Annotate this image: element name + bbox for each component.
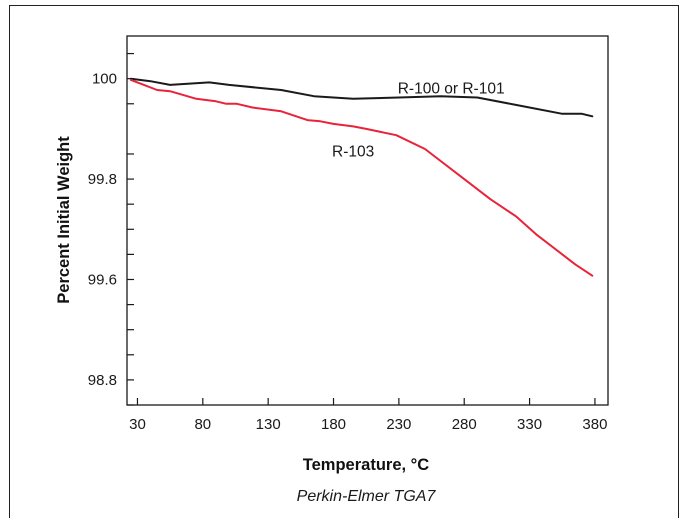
series-annotation: R-100 or R-101 — [398, 81, 505, 98]
x-tick-label: 380 — [582, 416, 607, 433]
figure-frame — [9, 5, 679, 518]
x-tick-label: 80 — [194, 416, 211, 433]
x-tick-label: 30 — [129, 416, 146, 433]
y-axis-title: Percent Initial Weight — [55, 136, 73, 304]
series-annotation: R-103 — [332, 143, 374, 160]
y-tick-label: 98.8 — [88, 372, 117, 389]
series-line-1 — [129, 77, 594, 118]
y-tick-label: 99.8 — [88, 171, 117, 188]
plot-area — [126, 35, 609, 406]
x-axis-title: Temperature, °C — [303, 456, 429, 474]
y-tick-label: 100 — [92, 71, 117, 88]
x-tick-label: 180 — [321, 416, 346, 433]
x-tick-label: 130 — [256, 416, 281, 433]
x-tick-label: 280 — [452, 416, 477, 433]
series-line-2 — [129, 78, 594, 277]
x-tick-label: 330 — [517, 416, 542, 433]
y-tick-label: 99.6 — [88, 271, 117, 288]
x-tick-label: 230 — [386, 416, 411, 433]
instrument-caption: Perkin-Elmer TGA7 — [297, 488, 437, 505]
